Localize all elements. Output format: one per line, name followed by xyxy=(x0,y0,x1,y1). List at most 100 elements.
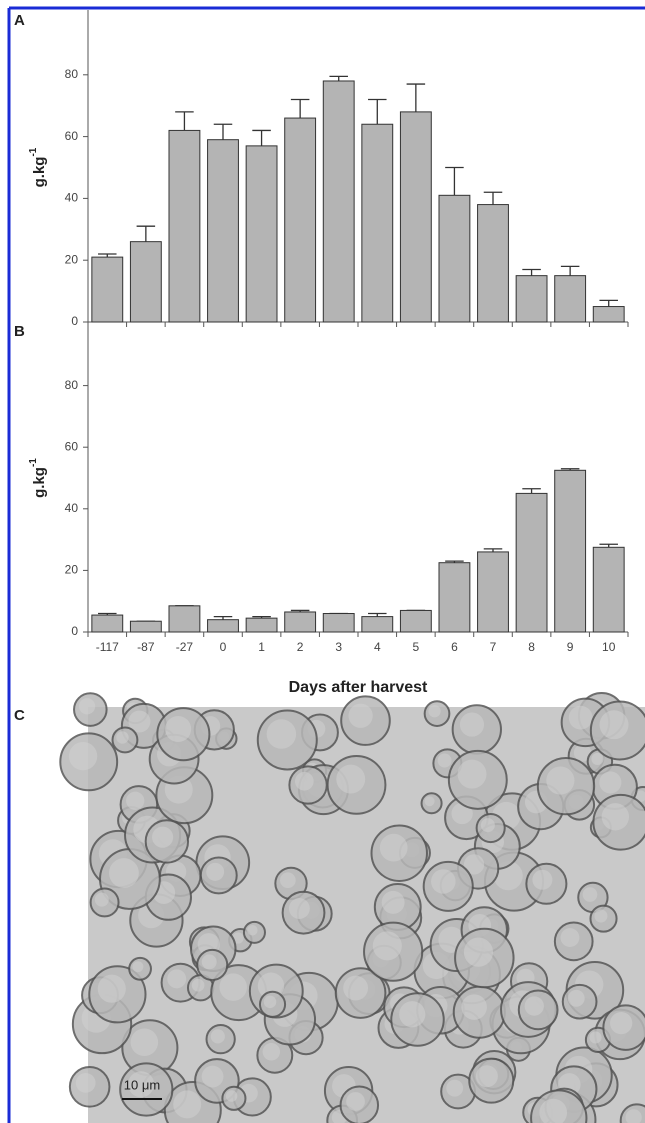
error-bar xyxy=(368,612,387,617)
particle-highlight xyxy=(610,1011,633,1035)
particle-highlight xyxy=(599,710,629,740)
bar xyxy=(554,469,587,633)
x-tick-label: 8 xyxy=(528,640,535,654)
error-bar xyxy=(483,191,503,205)
particle-highlight xyxy=(210,1029,225,1044)
particle-highlight xyxy=(294,771,314,791)
y-tick-label: 0 xyxy=(71,624,78,638)
particle-highlight xyxy=(130,1028,159,1057)
particle-highlight xyxy=(346,1092,365,1111)
bar xyxy=(91,614,124,633)
y-tick-label: 60 xyxy=(65,439,79,453)
x-tick-label: 1 xyxy=(258,640,265,654)
particle-highlight xyxy=(582,887,598,902)
particle-highlight xyxy=(126,791,145,810)
x-tick-label: -117 xyxy=(96,640,119,654)
error-bar xyxy=(368,98,387,125)
particle-highlight xyxy=(424,796,435,807)
bar xyxy=(129,241,162,323)
error-bar xyxy=(406,83,426,112)
particle-highlight xyxy=(225,1090,238,1102)
error-bar xyxy=(445,166,464,196)
particle-highlight xyxy=(165,715,192,743)
particle-highlight xyxy=(475,1065,498,1088)
particle-highlight xyxy=(348,703,373,728)
particle-highlight xyxy=(568,705,593,730)
x-axis-title: Days after harvest xyxy=(289,679,428,696)
y-axis-title-main: g.kg xyxy=(31,467,48,498)
error-bar xyxy=(98,253,117,258)
particle-highlight xyxy=(463,854,485,875)
x-tick-label: 9 xyxy=(567,640,574,654)
particle-highlight xyxy=(97,974,126,1003)
y-tick-label: 20 xyxy=(65,563,79,577)
bar xyxy=(554,275,587,323)
x-tick-label: 7 xyxy=(490,640,497,654)
particle-highlight xyxy=(594,909,608,923)
error-bar xyxy=(175,111,194,131)
particle-highlight xyxy=(461,994,487,1020)
particle-highlight xyxy=(336,764,366,794)
error-bar xyxy=(252,129,271,146)
particle-highlight xyxy=(560,928,580,948)
particle-highlight xyxy=(459,712,485,737)
particle-highlight xyxy=(480,818,495,833)
x-tick-label: 5 xyxy=(413,640,420,654)
particle-highlight xyxy=(263,995,277,1009)
particle-highlight xyxy=(191,978,205,992)
error-bar xyxy=(213,615,233,620)
particle-highlight xyxy=(625,1109,642,1123)
x-tick-label: -87 xyxy=(137,640,155,654)
particle-highlight xyxy=(247,924,258,936)
particle-highlight xyxy=(232,932,244,944)
bar xyxy=(207,139,239,323)
bar xyxy=(361,616,394,633)
panel-label: B xyxy=(14,323,25,340)
bar xyxy=(322,80,355,323)
particle-highlight xyxy=(446,1079,464,1097)
bar xyxy=(438,194,471,323)
particle-highlight xyxy=(463,937,494,967)
bar xyxy=(399,609,432,633)
y-tick-label: 0 xyxy=(71,314,78,328)
particle-highlight xyxy=(524,996,544,1016)
y-axis-title: g.kg-1 xyxy=(28,458,48,498)
bar xyxy=(245,145,278,323)
x-tick-label: 0 xyxy=(220,640,227,654)
y-axis-title-main: g.kg xyxy=(31,157,48,188)
y-axis-title: g.kg-1 xyxy=(28,147,48,187)
error-bar xyxy=(522,268,541,276)
error-bar xyxy=(599,543,618,548)
bar xyxy=(438,562,471,633)
x-tick-label: 10 xyxy=(602,640,616,654)
particle-highlight xyxy=(539,1098,568,1123)
panel-label: C xyxy=(14,707,25,724)
particle-highlight xyxy=(78,698,96,715)
micrograph xyxy=(59,691,645,1123)
particle-highlight xyxy=(399,1001,426,1028)
x-tick-label: 6 xyxy=(451,640,458,654)
particle-highlight xyxy=(431,869,456,894)
bar xyxy=(284,611,317,633)
bar xyxy=(592,306,625,323)
bar xyxy=(284,117,317,323)
bar xyxy=(515,492,548,633)
particle-highlight xyxy=(589,1031,602,1044)
bar xyxy=(129,620,162,633)
bar xyxy=(168,129,201,323)
error-bar xyxy=(290,98,310,119)
error-bar xyxy=(522,488,541,494)
particle-highlight xyxy=(206,862,225,881)
y-tick-label: 80 xyxy=(65,67,79,81)
bar xyxy=(399,111,432,323)
error-bar xyxy=(329,75,348,81)
particle-highlight xyxy=(94,892,109,907)
particle-highlight xyxy=(173,1090,202,1119)
particle-highlight xyxy=(201,1065,224,1088)
bar xyxy=(245,617,278,633)
x-tick-label: 4 xyxy=(374,640,381,654)
particle-highlight xyxy=(128,710,151,733)
particle-highlight xyxy=(379,833,408,862)
particle-highlight xyxy=(167,969,187,989)
